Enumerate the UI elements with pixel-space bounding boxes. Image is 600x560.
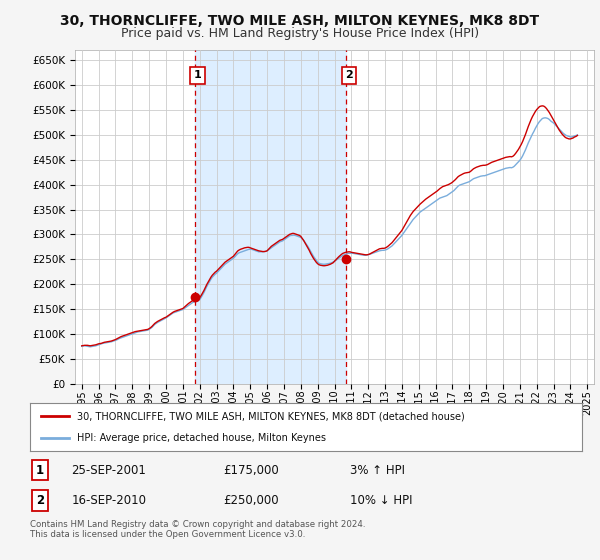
Text: £175,000: £175,000 (223, 464, 279, 477)
Text: 30, THORNCLIFFE, TWO MILE ASH, MILTON KEYNES, MK8 8DT: 30, THORNCLIFFE, TWO MILE ASH, MILTON KE… (61, 14, 539, 28)
Text: 16-SEP-2010: 16-SEP-2010 (71, 494, 146, 507)
Text: 10% ↓ HPI: 10% ↓ HPI (350, 494, 413, 507)
Bar (195, 50, 346, 384)
Text: 3% ↑ HPI: 3% ↑ HPI (350, 464, 405, 477)
Text: 1: 1 (194, 70, 202, 80)
Text: 1: 1 (36, 464, 44, 477)
Text: 2: 2 (36, 494, 44, 507)
Text: This data is licensed under the Open Government Licence v3.0.: This data is licensed under the Open Gov… (30, 530, 305, 539)
Text: Contains HM Land Registry data © Crown copyright and database right 2024.: Contains HM Land Registry data © Crown c… (30, 520, 365, 529)
Text: 2: 2 (345, 70, 353, 80)
Text: Price paid vs. HM Land Registry's House Price Index (HPI): Price paid vs. HM Land Registry's House … (121, 27, 479, 40)
Text: 25-SEP-2001: 25-SEP-2001 (71, 464, 146, 477)
Text: £250,000: £250,000 (223, 494, 279, 507)
Text: HPI: Average price, detached house, Milton Keynes: HPI: Average price, detached house, Milt… (77, 433, 326, 443)
Text: 30, THORNCLIFFE, TWO MILE ASH, MILTON KEYNES, MK8 8DT (detached house): 30, THORNCLIFFE, TWO MILE ASH, MILTON KE… (77, 411, 464, 421)
